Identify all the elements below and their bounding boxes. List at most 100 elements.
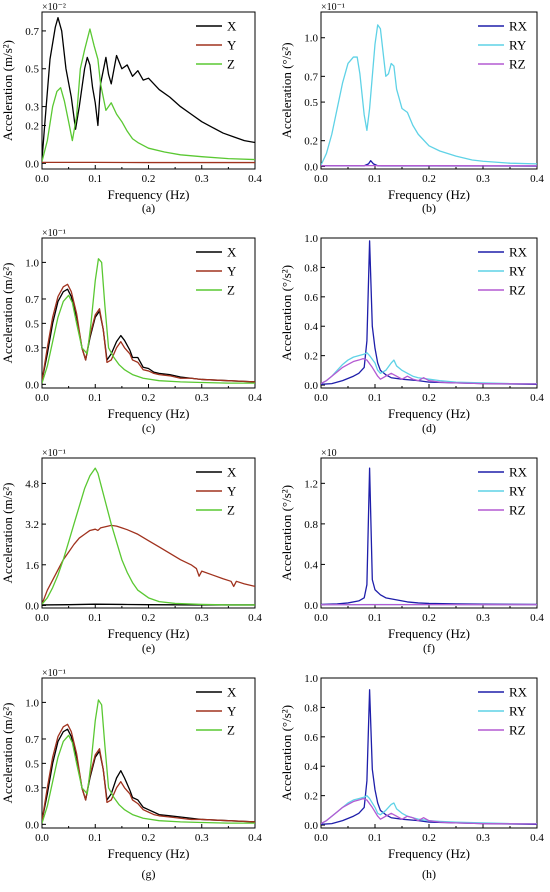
legend-label-y: Y xyxy=(227,38,237,53)
series-line-z xyxy=(42,699,255,824)
legend-label-rz: RZ xyxy=(509,503,526,518)
y-tick-label: 1.6 xyxy=(25,560,39,572)
y-tick-label: 0.0 xyxy=(304,820,318,832)
axis-multiplier: ×10⁻¹ xyxy=(42,668,66,679)
x-tick-label: 0.0 xyxy=(35,612,49,624)
plot-frame xyxy=(320,457,538,609)
x-tick-label: 0.2 xyxy=(422,612,436,624)
axis-multiplier: ×10⁻¹ xyxy=(42,228,66,239)
legend-label-y: Y xyxy=(227,704,237,719)
legend-label-rx: RX xyxy=(509,245,528,260)
legend-label-x: X xyxy=(227,245,237,260)
x-tick-label: 0.0 xyxy=(314,173,328,185)
y-axis-title: Acceleration (°/s²) xyxy=(279,42,294,138)
legend-label-x: X xyxy=(227,685,237,700)
panel-label: (b) xyxy=(422,201,436,215)
x-tick-label: 0.2 xyxy=(422,832,436,844)
x-tick-label: 0.1 xyxy=(88,392,102,404)
x-tick-label: 0.3 xyxy=(195,832,209,844)
y-tick-label: 0.3 xyxy=(25,102,39,114)
legend-label-z: Z xyxy=(227,503,235,518)
chart-panel-h: 0.0 0.1 0.2 0.3 0.4 0.0 0.2 0.4 0.6 0.8 1.0 Frequen… xyxy=(279,673,544,881)
y-tick-label: 1.0 xyxy=(25,697,39,709)
legend-label-ry: RY xyxy=(509,704,527,719)
series-line-ry xyxy=(321,352,537,385)
x-tick-label: 0.1 xyxy=(368,832,382,844)
y-axis-title: Acceleration (m/s²) xyxy=(0,40,15,141)
y-axis-title: Acceleration (m/s²) xyxy=(0,703,15,804)
y-tick-label: 0.8 xyxy=(304,702,318,714)
legend-label-rz: RZ xyxy=(509,283,526,298)
y-tick-label: 0.0 xyxy=(304,600,318,612)
legend-label-rx: RX xyxy=(509,465,528,480)
x-tick-label: 0.0 xyxy=(314,832,328,844)
legend-label-y: Y xyxy=(227,484,237,499)
y-tick-label: 0.0 xyxy=(25,819,39,831)
y-tick-label: 4.8 xyxy=(25,478,39,490)
legend-label-rz: RZ xyxy=(509,57,526,72)
y-tick-label: 0.5 xyxy=(25,758,39,770)
x-tick-label: 0.1 xyxy=(88,832,102,844)
chart-panel-f: 0.0 0.1 0.2 0.3 0.4 0.0 0.4 0.8 1.2 ×10 Frequency … xyxy=(279,448,544,655)
y-tick-label: 0.7 xyxy=(25,26,39,38)
y-tick-label: 0.3 xyxy=(25,783,39,795)
legend-label-y: Y xyxy=(227,264,237,279)
x-tick-label: 0.3 xyxy=(476,173,490,185)
y-tick-label: 0.2 xyxy=(304,351,318,363)
y-axis-title: Acceleration (°/s²) xyxy=(279,705,294,801)
chart-panel-g: 0.0 0.1 0.2 0.3 0.4 0.0 0.3 0.5 0.7 1.0 ×10⁻¹ Frequ… xyxy=(0,668,262,881)
y-tick-label: 0.0 xyxy=(25,379,39,391)
x-tick-label: 0.3 xyxy=(476,832,490,844)
y-axis-title: Acceleration (m/s²) xyxy=(0,483,15,584)
axis-multiplier: ×10⁻² xyxy=(42,2,66,13)
series-line-x xyxy=(42,17,255,160)
chart-panel-e: 0.0 0.1 0.2 0.3 0.4 0.0 1.6 3.2 4.8 ×10⁻¹ Frequenc… xyxy=(0,448,262,655)
series-line-ry xyxy=(321,24,537,166)
plot-frame xyxy=(41,457,256,609)
y-tick-label: 0.4 xyxy=(304,559,318,571)
x-axis-title: Frequency (Hz) xyxy=(388,626,470,641)
y-tick-label: 0.3 xyxy=(25,343,39,355)
y-tick-label: 1.0 xyxy=(25,257,39,269)
x-tick-label: 0.0 xyxy=(314,612,328,624)
series-line-ry xyxy=(321,795,537,825)
x-tick-label: 0.4 xyxy=(530,832,544,844)
x-tick-label: 0.4 xyxy=(248,392,262,404)
y-tick-label: 0.4 xyxy=(304,321,318,333)
x-tick-label: 0.4 xyxy=(530,612,544,624)
x-tick-label: 0.3 xyxy=(476,612,490,624)
y-tick-label: 0.5 xyxy=(304,97,318,109)
plot-frame xyxy=(41,11,256,170)
legend-label-rx: RX xyxy=(509,685,528,700)
y-tick-label: 1.0 xyxy=(304,33,318,45)
x-axis-title: Frequency (Hz) xyxy=(388,187,470,202)
axis-multiplier: ×10⁻¹ xyxy=(321,2,345,13)
y-tick-label: 0.2 xyxy=(304,136,318,148)
y-tick-label: 0.0 xyxy=(304,380,318,392)
panel-label: (f) xyxy=(423,641,435,655)
legend-label-x: X xyxy=(227,19,237,34)
y-tick-label: 0.0 xyxy=(304,161,318,173)
x-tick-label: 0.1 xyxy=(368,173,382,185)
x-tick-label: 0.1 xyxy=(368,612,382,624)
y-tick-label: 0.7 xyxy=(25,294,39,306)
plot-frame xyxy=(320,677,538,829)
y-tick-label: 0.0 xyxy=(25,158,39,170)
x-axis-title: Frequency (Hz) xyxy=(108,626,190,641)
panel-label: (a) xyxy=(142,201,155,215)
y-tick-label: 1.0 xyxy=(304,233,318,245)
chart-panel-c: 0.0 0.1 0.2 0.3 0.4 0.0 0.3 0.5 0.7 1.0 ×10⁻¹ Frequ… xyxy=(0,228,262,435)
panel-label: (e) xyxy=(142,641,155,655)
y-tick-label: 0.8 xyxy=(304,519,318,531)
y-tick-label: 0.7 xyxy=(304,71,318,83)
panel-label: (c) xyxy=(142,421,155,435)
series-line-rx xyxy=(321,240,537,385)
legend-label-z: Z xyxy=(227,723,235,738)
axis-multiplier: ×10 xyxy=(321,448,337,459)
panel-label: (d) xyxy=(422,421,436,435)
series-line-rz xyxy=(321,797,537,825)
y-tick-label: 0.4 xyxy=(304,761,318,773)
x-tick-label: 0.0 xyxy=(35,173,49,185)
y-tick-label: 0.0 xyxy=(25,600,39,612)
y-tick-label: 0.5 xyxy=(25,64,39,76)
